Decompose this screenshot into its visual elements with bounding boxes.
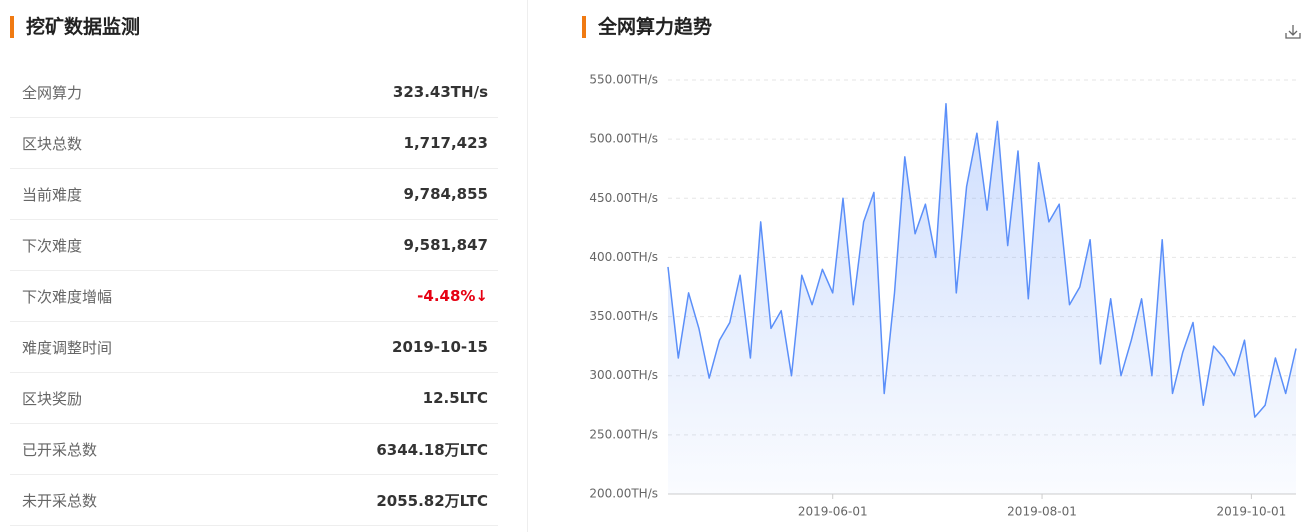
y-tick-label: 300.00TH/s <box>589 368 658 382</box>
divider <box>527 0 528 532</box>
stat-label: 区块总数 <box>22 134 83 153</box>
stat-row: 全网算力 323.43TH/s <box>10 67 498 118</box>
stat-label: 当前难度 <box>22 185 83 204</box>
stat-value: -4.48%↓ <box>417 287 488 305</box>
stat-row: 难度调整时间 2019-10-15 <box>10 322 498 373</box>
chart-title: 全网算力趋势 <box>582 16 712 38</box>
x-tick-label: 2019-06-01 <box>798 505 868 519</box>
stat-row: 区块奖励 12.5LTC <box>10 373 498 424</box>
stat-value: 9,784,855 <box>403 185 488 203</box>
stat-label: 下次难度 <box>22 236 83 255</box>
stat-value: 9,581,847 <box>403 236 488 254</box>
stat-value: 6344.18万LTC <box>376 440 488 459</box>
stat-label: 区块奖励 <box>22 389 83 408</box>
stat-row: 已开采总数 6344.18万LTC <box>10 424 498 475</box>
stat-row: 下次难度增幅 -4.48%↓ <box>10 271 498 322</box>
stat-value: 2055.82万LTC <box>376 491 488 510</box>
stat-value: 1,717,423 <box>403 134 488 152</box>
download-icon[interactable] <box>1285 25 1301 39</box>
stat-label: 下次难度增幅 <box>22 287 113 306</box>
y-tick-label: 450.00TH/s <box>589 191 658 205</box>
stat-label: 已开采总数 <box>22 440 98 459</box>
y-tick-label: 550.00TH/s <box>589 73 658 87</box>
y-tick-label: 250.00TH/s <box>589 427 658 441</box>
stat-label: 未开采总数 <box>22 491 98 510</box>
y-tick-label: 200.00TH/s <box>589 487 658 501</box>
y-tick-label: 350.00TH/s <box>589 309 658 323</box>
stat-row: 未开采总数 2055.82万LTC <box>10 475 498 526</box>
stat-label: 难度调整时间 <box>22 338 113 357</box>
stat-row: 当前难度 9,784,855 <box>10 169 498 220</box>
stat-value: 12.5LTC <box>422 389 488 407</box>
mining-panel: 挖矿数据监测 全网算力 323.43TH/s 区块总数 1,717,423 当前难度 9,… <box>0 0 500 532</box>
line <box>667 102 1297 418</box>
area <box>668 103 1296 494</box>
stat-row: 下次难度 9,581,847 <box>10 220 498 271</box>
stat-value: 2019-10-15 <box>392 338 488 356</box>
y-tick-label: 500.00TH/s <box>589 132 658 146</box>
panel-title: 挖矿数据监测 <box>10 16 140 38</box>
download-glyph[interactable] <box>1285 25 1301 39</box>
y-tick-label: 400.00TH/s <box>589 250 658 264</box>
x-tick-label: 2019-08-01 <box>1007 505 1077 519</box>
x-tick-label: 2019-10-01 <box>1217 505 1287 519</box>
stat-label: 全网算力 <box>22 83 83 102</box>
stat-value: 323.43TH/s <box>392 83 488 101</box>
stat-row: 区块总数 1,717,423 <box>10 118 498 169</box>
